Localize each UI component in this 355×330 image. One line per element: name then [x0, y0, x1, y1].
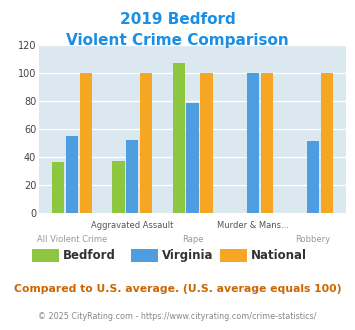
Bar — [140, 73, 152, 213]
Bar — [261, 73, 273, 213]
Text: Bedford: Bedford — [63, 249, 116, 262]
Text: Compared to U.S. average. (U.S. average equals 100): Compared to U.S. average. (U.S. average … — [14, 284, 341, 294]
Text: Rape: Rape — [182, 235, 203, 244]
Bar — [307, 141, 319, 213]
Bar — [126, 140, 138, 213]
Text: 2019 Bedford: 2019 Bedford — [120, 12, 235, 26]
Bar — [200, 73, 213, 213]
Text: All Violent Crime: All Violent Crime — [37, 235, 107, 244]
Text: Virginia: Virginia — [162, 249, 214, 262]
Text: Violent Crime Comparison: Violent Crime Comparison — [66, 33, 289, 48]
Bar — [113, 161, 125, 213]
Text: © 2025 CityRating.com - https://www.cityrating.com/crime-statistics/: © 2025 CityRating.com - https://www.city… — [38, 312, 317, 321]
Bar — [247, 73, 259, 213]
Bar — [321, 73, 333, 213]
Bar — [52, 162, 64, 213]
Bar — [173, 63, 185, 213]
Bar — [186, 104, 199, 213]
Text: Robbery: Robbery — [295, 235, 331, 244]
Bar — [66, 136, 78, 213]
Text: Murder & Mans...: Murder & Mans... — [217, 221, 289, 230]
Bar — [80, 73, 92, 213]
Text: Aggravated Assault: Aggravated Assault — [91, 221, 174, 230]
Text: National: National — [251, 249, 307, 262]
